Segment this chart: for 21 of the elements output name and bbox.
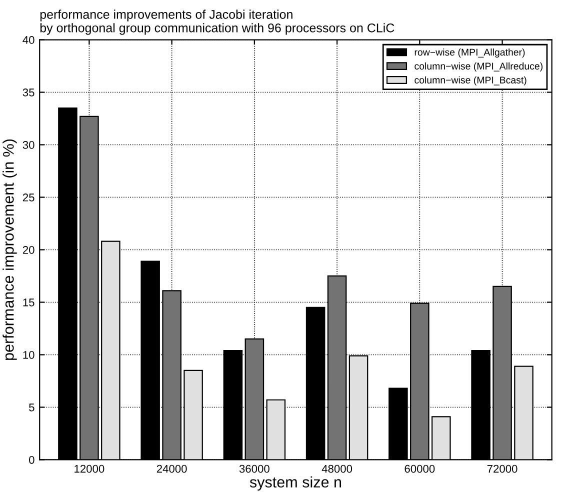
x-axis-title: system size n (250, 476, 342, 491)
y-tick-label: 15 (23, 298, 34, 306)
chart-title: performance improvements of Jacobi iteration by orthogonal group communication with 96 processors on CLiC (40, 10, 394, 35)
x-tick-label: 36000 (239, 464, 270, 473)
legend-label: row−wise (MPI_Allgather) (414, 48, 525, 58)
x-tick-label: 60000 (404, 464, 435, 473)
y-axis-title: performance improvement (in %) (2, 139, 17, 360)
legend-label: column−wise (MPI_Allreduce) (414, 62, 542, 72)
legend-label: column−wise (MPI_Bcast) (414, 76, 526, 86)
x-tick-label: 24000 (156, 464, 187, 473)
y-tick-label: 30 (22, 141, 34, 149)
x-tick-label: 12000 (74, 464, 104, 473)
x-tick-label: 72000 (487, 464, 518, 473)
y-tick-label: 5 (29, 404, 34, 412)
y-tick-label: 20 (22, 246, 34, 254)
y-tick-label: 25 (22, 194, 34, 202)
y-tick-label: 40 (22, 36, 34, 44)
y-tick-label: 35 (22, 88, 34, 96)
y-tick-label: 0 (29, 456, 34, 464)
y-tick-label: 10 (23, 351, 34, 359)
x-tick-label: 48000 (322, 464, 352, 473)
